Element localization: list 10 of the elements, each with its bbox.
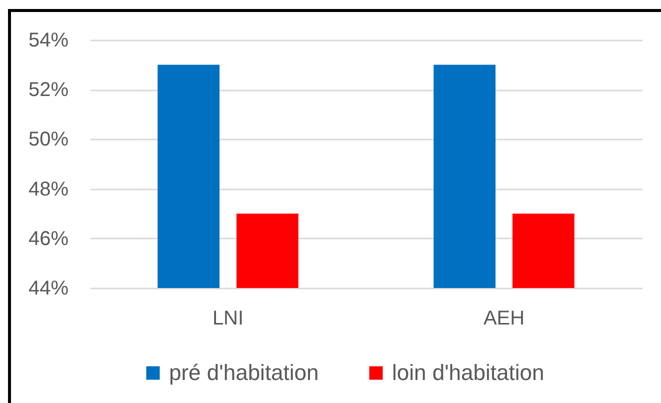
x-tick-label: AEH xyxy=(483,308,525,330)
y-tick-label: 54% xyxy=(28,30,69,52)
y-tick-label: 48% xyxy=(28,178,69,200)
y-tick-label: 52% xyxy=(28,79,69,102)
y-tick-label: 50% xyxy=(28,128,69,151)
x-tick-label: LNI xyxy=(212,308,244,330)
legend-label: loin d'habitation xyxy=(392,360,544,385)
legend-label: pré d'habitation xyxy=(169,360,319,385)
y-tick-label: 46% xyxy=(28,228,69,250)
y-tick-label: 44% xyxy=(28,278,69,300)
